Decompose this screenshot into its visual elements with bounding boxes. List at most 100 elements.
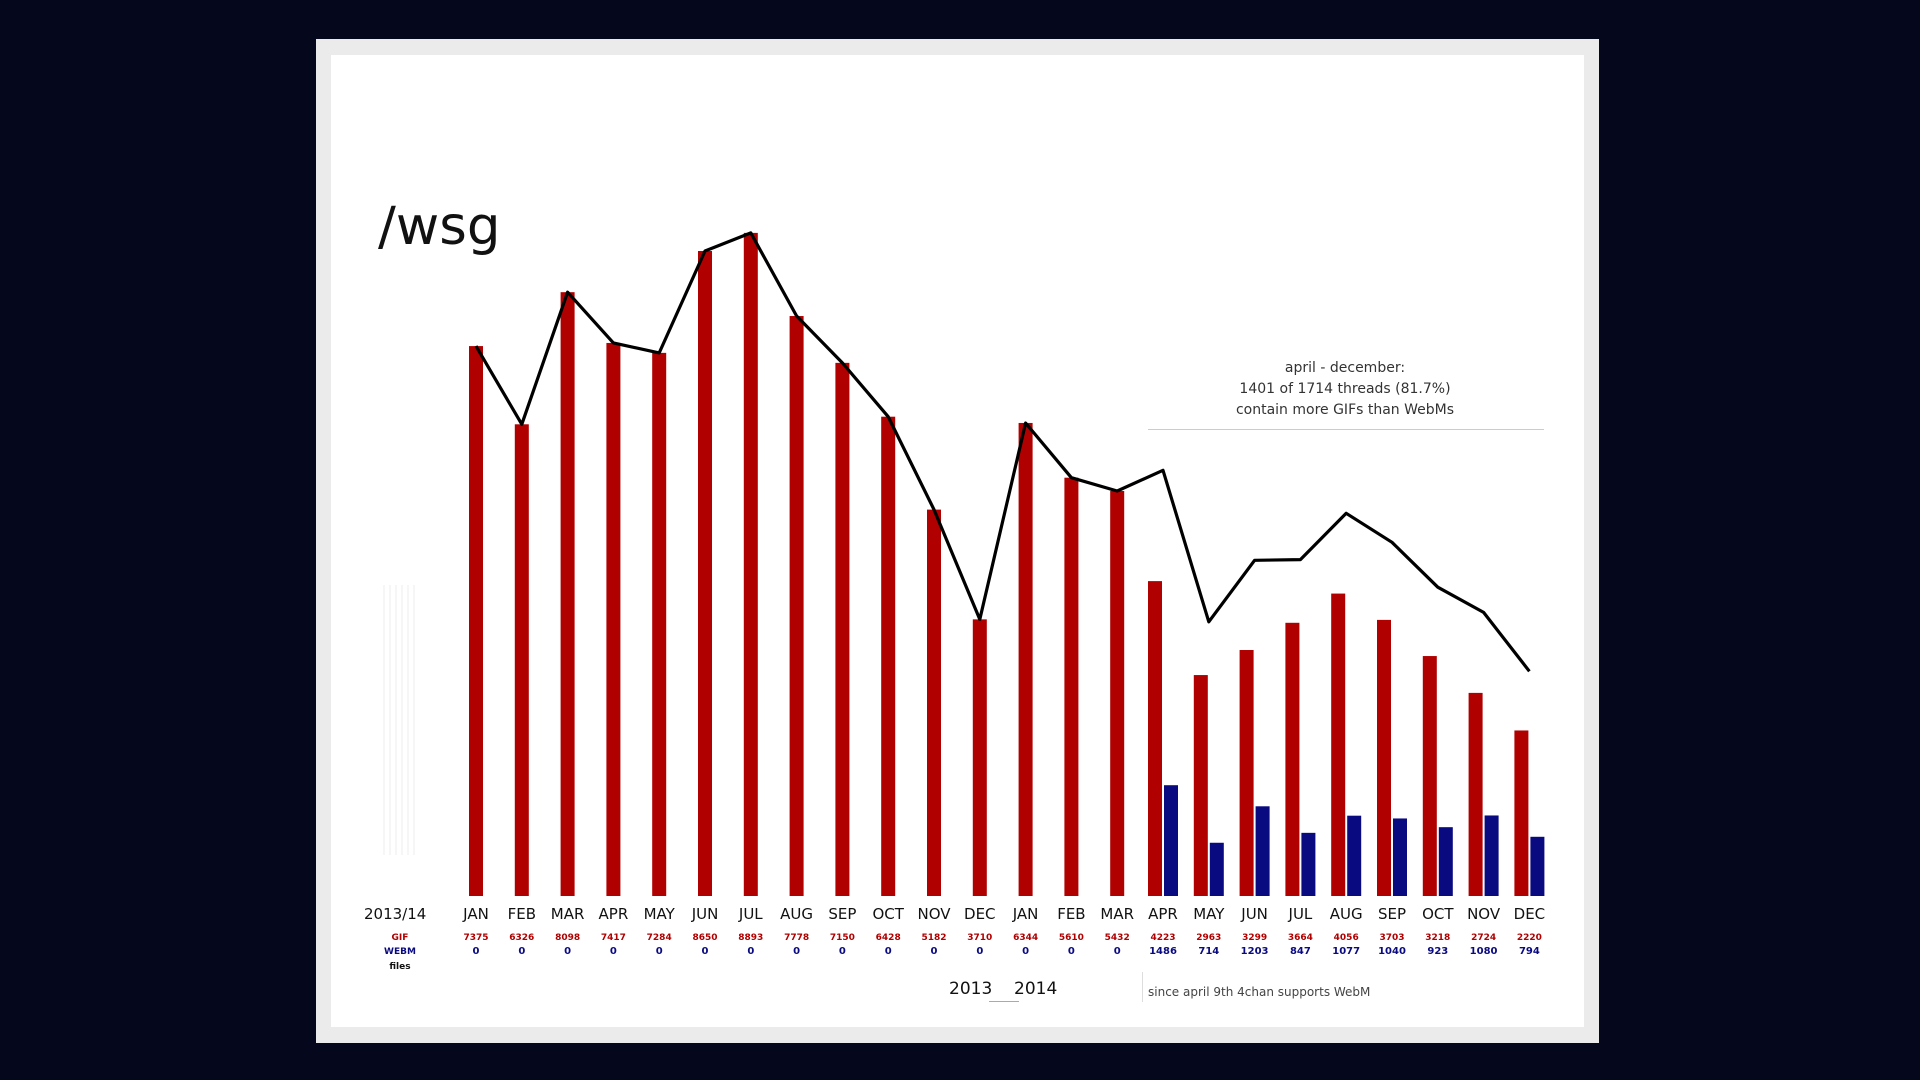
gif-value-label: 3703 (1379, 933, 1404, 943)
gif-bar (698, 251, 712, 896)
gif-row-label: GIF (392, 933, 409, 943)
gif-bar (1018, 422, 1033, 896)
webm-value-label: 0 (931, 946, 938, 957)
gif-value-label: 8650 (692, 933, 717, 943)
webm-value-label: 794 (1519, 946, 1540, 957)
month-tick-label: FEB (1057, 905, 1085, 923)
period-label: 2013/14 (364, 905, 426, 923)
month-tick-label: DEC (1514, 905, 1546, 923)
webm-bar (1301, 832, 1316, 896)
chart-title: /wsg (378, 196, 501, 257)
webm-row-label: WEBM (384, 947, 416, 957)
gif-value-label: 6326 (509, 933, 534, 943)
webm-value-label: 1077 (1332, 946, 1360, 957)
gif-bar (927, 509, 941, 896)
gif-value-label: 6428 (876, 933, 901, 943)
faint-vertical-text (383, 585, 419, 855)
gif-bar (789, 316, 804, 896)
month-tick-label: JUL (1288, 905, 1313, 923)
gif-bar (835, 362, 850, 896)
month-tick-label: MAR (1100, 905, 1134, 923)
gif-bar (560, 292, 575, 896)
gif-value-label: 2963 (1196, 933, 1221, 943)
webm-bar (1209, 842, 1224, 896)
month-tick-label: APR (599, 905, 629, 923)
month-tick-label: OCT (872, 905, 904, 923)
month-tick-label: MAR (551, 905, 585, 923)
webm-value-label: 1080 (1470, 946, 1498, 957)
gif-value-label: 6344 (1013, 933, 1038, 943)
webm-value-label: 0 (518, 946, 525, 957)
gif-bar (1285, 622, 1300, 896)
gif-value-label: 2220 (1517, 933, 1542, 943)
month-tick-label: DEC (964, 905, 996, 923)
gif-bar (1468, 692, 1483, 896)
gif-bar (972, 619, 987, 896)
chart-panel (331, 55, 1584, 1027)
gif-value-label: 4223 (1150, 933, 1175, 943)
annotation-line-1: april - december: (1284, 360, 1406, 376)
month-tick-label: MAY (1193, 905, 1225, 923)
annotation-box: april - december: 1401 of 1714 threads (… (1145, 358, 1545, 421)
footnote-divider (1142, 972, 1143, 1002)
gif-bar (1377, 619, 1391, 896)
gif-value-label: 3218 (1425, 933, 1450, 943)
total-line (474, 231, 1531, 673)
gif-bar (1331, 593, 1346, 896)
gif-value-label: 7375 (463, 933, 488, 943)
annotation-line-3: contain more GIFs than WebMs (1235, 402, 1455, 418)
webm-value-label: 0 (1114, 946, 1121, 957)
month-tick-label: JAN (1012, 905, 1039, 923)
webm-bar (1438, 827, 1453, 896)
month-tick-label: JUL (738, 905, 763, 923)
webm-value-label: 0 (702, 946, 709, 957)
webm-value-label: 1486 (1149, 946, 1177, 957)
gif-bar (743, 232, 758, 896)
month-tick-label: JAN (462, 905, 489, 923)
gif-value-label: 7417 (601, 933, 626, 943)
webm-bar (1255, 806, 1270, 896)
month-tick-label: MAY (644, 905, 676, 923)
webm-bar (1164, 785, 1178, 896)
month-tick-label: JUN (691, 905, 719, 923)
gif-value-label: 3299 (1242, 933, 1267, 943)
month-tick-label: JUN (1240, 905, 1268, 923)
webm-value-label: 0 (885, 946, 892, 957)
gif-value-label: 3710 (967, 933, 992, 943)
files-row-label: files (389, 962, 410, 972)
webm-value-label: 847 (1290, 946, 1311, 957)
gif-value-label: 5182 (921, 933, 946, 943)
gif-bar (1514, 730, 1529, 896)
webm-value-label: 1203 (1241, 946, 1269, 957)
gif-bar (1064, 477, 1079, 896)
month-tick-label: APR (1148, 905, 1178, 923)
gif-bar (1148, 581, 1162, 896)
month-tick-label: AUG (780, 905, 813, 923)
webm-bar (1530, 836, 1545, 896)
webm-bar (1347, 815, 1362, 896)
webm-value-label: 0 (656, 946, 663, 957)
webm-value-label: 923 (1427, 946, 1448, 957)
webm-value-label: 0 (747, 946, 754, 957)
webm-value-label: 714 (1198, 946, 1219, 957)
webm-value-label: 0 (793, 946, 800, 957)
gif-bar (606, 342, 621, 896)
gif-value-label: 5610 (1059, 933, 1084, 943)
footnote: since april 9th 4chan supports WebM (1148, 985, 1371, 999)
gif-value-label: 4056 (1334, 933, 1359, 943)
gif-value-label: 7150 (830, 933, 855, 943)
gif-value-label: 5432 (1105, 933, 1130, 943)
gif-bar (1193, 675, 1208, 896)
gif-value-label: 8098 (555, 933, 580, 943)
gif-value-label: 8893 (738, 933, 763, 943)
gif-value-label: 7284 (647, 933, 672, 943)
month-tick-label: NOV (917, 905, 951, 923)
gif-bar (881, 416, 896, 896)
month-tick-label: SEP (1378, 905, 1406, 923)
webm-value-label: 1040 (1378, 946, 1406, 957)
webm-bar (1484, 815, 1499, 896)
webm-value-label: 0 (1068, 946, 1075, 957)
gif-bar (1422, 656, 1437, 896)
webm-value-label: 0 (610, 946, 617, 957)
